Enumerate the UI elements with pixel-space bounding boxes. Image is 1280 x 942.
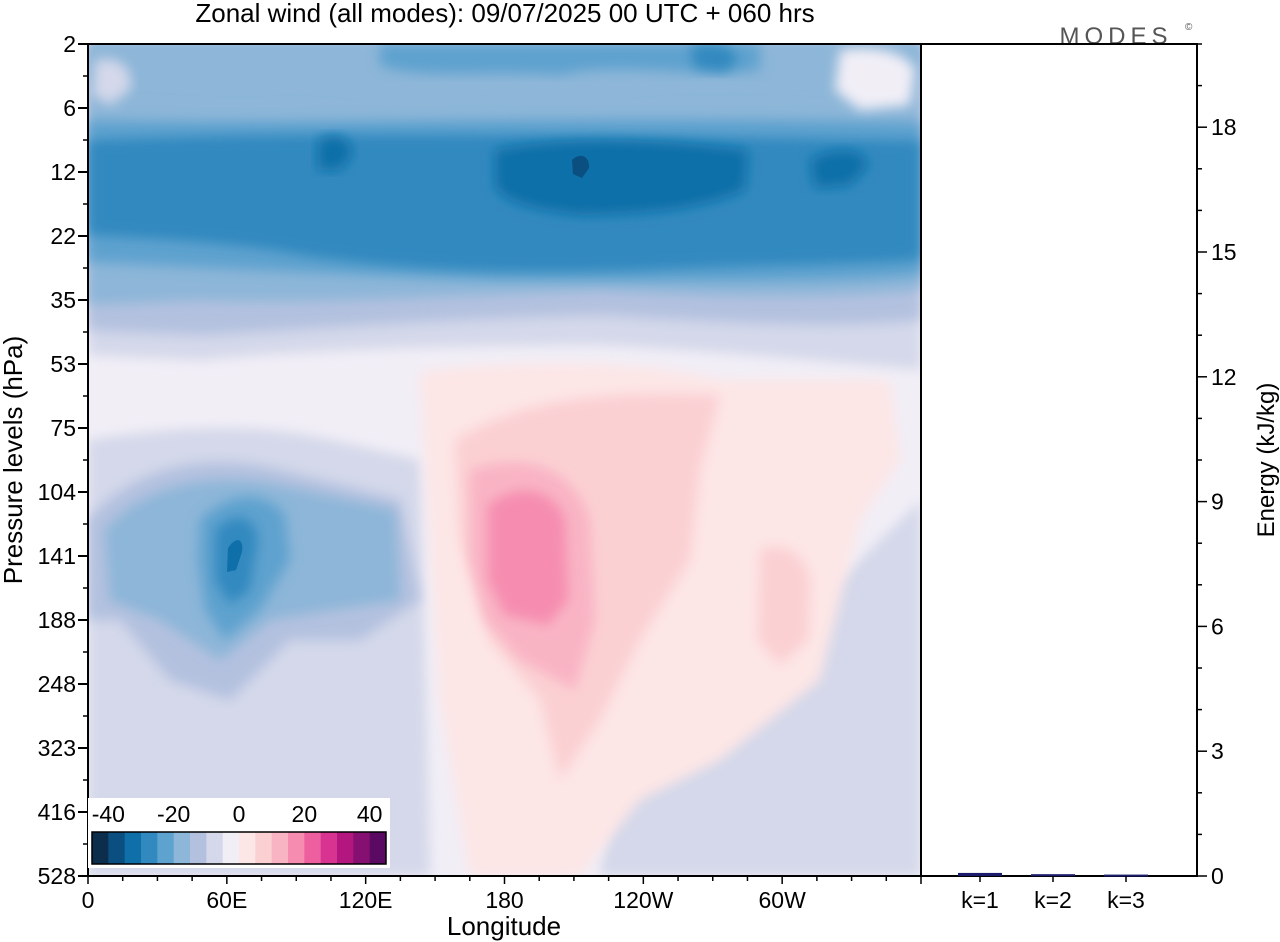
colorbar-label: 40 — [357, 801, 383, 827]
pressure-tick-label: 35 — [50, 287, 76, 313]
longitude-axis: 0 60E 120E 180 120W 60W — [82, 876, 922, 913]
pressure-tick-label: 53 — [50, 351, 76, 377]
field-positive-region-core — [488, 490, 568, 625]
pressure-tick-label: 416 — [38, 799, 76, 825]
pressure-tick-label: 528 — [38, 863, 76, 889]
field-strat-band-6 — [495, 140, 748, 215]
pressure-tick-label: 104 — [38, 479, 77, 505]
energy-tick-label: 12 — [1211, 364, 1237, 390]
colorbar-swatch — [239, 832, 256, 864]
energy-tick-label: 15 — [1211, 239, 1237, 265]
pressure-tick-label: 6 — [63, 95, 76, 121]
colorbar-swatch — [222, 832, 240, 864]
energy-plot-frame — [920, 43, 1198, 877]
colorbar-label: -40 — [92, 801, 125, 827]
colorbar-swatch — [92, 832, 109, 864]
field-strat-core-east — [810, 150, 868, 188]
pressure-tick-label: 248 — [38, 671, 76, 697]
pressure-tick-label: 141 — [38, 543, 76, 569]
longitude-tick-label: 60E — [206, 887, 247, 913]
pressure-tick-label: 12 — [50, 159, 76, 185]
energy-tick-label: 18 — [1211, 114, 1237, 140]
field-top-spot — [690, 44, 738, 72]
colorbar-swatch — [255, 832, 273, 864]
colorbar-swatch — [141, 832, 158, 864]
colorbar-swatch — [124, 832, 142, 864]
colorbar-label: -20 — [157, 801, 190, 827]
pressure-tick-label: 323 — [38, 735, 76, 761]
x-axis-label: Longitude — [447, 911, 561, 941]
energy-category-label: k=1 — [961, 887, 999, 913]
energy-tick-label: 3 — [1211, 738, 1224, 764]
longitude-tick-label: 0 — [82, 887, 95, 913]
energy-axis-label: Energy (kJ/kg) — [1253, 383, 1280, 538]
longitude-tick-label: 120E — [339, 887, 393, 913]
colorbar-swatch — [304, 832, 322, 864]
energy-tick-label: 9 — [1211, 489, 1224, 515]
colorbar: -40 -20 0 20 40 — [88, 798, 390, 868]
longitude-tick-label: 60W — [759, 887, 807, 913]
pressure-tick-label: 2 — [63, 31, 76, 57]
modes-logo: MODES — [1059, 23, 1172, 50]
colorbar-swatch — [271, 832, 289, 864]
colorbar-swatch — [320, 832, 338, 864]
field-top-pale-right — [835, 48, 915, 110]
pressure-tick-label: 22 — [50, 223, 76, 249]
colorbar-swatch — [108, 832, 126, 864]
field-strat-core-dark — [572, 155, 590, 178]
energy-bar — [1031, 874, 1075, 877]
field-upper-negative-center — [227, 540, 243, 572]
energy-category-label: k=3 — [1107, 887, 1145, 913]
pressure-tick-label: 188 — [38, 607, 76, 633]
zonal-wind-field — [88, 44, 921, 876]
colorbar-swatch — [353, 832, 371, 864]
colorbar-swatch — [288, 832, 305, 864]
energy-tick-label: 6 — [1211, 613, 1224, 639]
energy-bars: k=1 k=2 k=3 — [958, 872, 1148, 913]
pressure-tick-label: 75 — [50, 415, 76, 441]
colorbar-frame — [91, 831, 387, 865]
energy-category-label: k=2 — [1034, 887, 1072, 913]
longitude-tick-label: 120W — [613, 887, 673, 913]
colorbar-swatch — [173, 832, 191, 864]
energy-tick-label: 0 — [1211, 863, 1224, 889]
energy-bar — [1104, 874, 1148, 877]
energy-bar — [958, 872, 1002, 876]
colorbar-swatch — [206, 832, 224, 864]
colorbar-label: 0 — [233, 801, 246, 827]
logo-copyright-mark: © — [1185, 22, 1193, 33]
energy-axis: 0 3 6 9 12 15 18 — [1197, 43, 1237, 889]
colorbar-label: 20 — [292, 801, 318, 827]
y-axis-label: Pressure levels (hPa) — [0, 336, 28, 585]
field-positive-region-west — [758, 546, 810, 665]
colorbar-swatch — [157, 832, 175, 864]
colorbar-swatch — [369, 832, 387, 864]
field-top-pale-left — [92, 58, 131, 105]
pressure-axis: 2 6 12 22 35 53 75 104 141 188 248 323 416 528 — [38, 31, 88, 889]
colorbar-swatch — [337, 832, 354, 864]
colorbar-swatch — [190, 832, 207, 864]
field-strat-core-west — [318, 135, 352, 170]
field-top-band-2 — [380, 44, 760, 75]
chart-title: Zonal wind (all modes): 09/07/2025 00 UT… — [195, 0, 814, 28]
longitude-tick-label: 180 — [485, 887, 523, 913]
